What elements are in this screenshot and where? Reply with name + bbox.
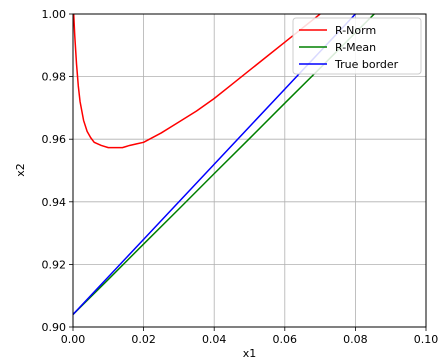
y-tick-label: 0.90 <box>42 321 67 334</box>
series-line-r-norm <box>73 14 321 149</box>
y-tick-label: 0.96 <box>42 133 67 146</box>
legend: R-Norm R-Mean True border <box>292 17 422 75</box>
y-tick-label: 0.92 <box>42 258 67 271</box>
y-tick-label: 1.00 <box>42 8 67 21</box>
y-tick-label: 0.98 <box>42 71 67 84</box>
x-tick-label: 0.08 <box>343 333 368 346</box>
x-tick-label: 0.00 <box>61 333 86 346</box>
x-axis-label: x1 <box>243 347 257 360</box>
legend-box <box>292 17 422 75</box>
y-tick-label: 0.94 <box>42 196 67 209</box>
legend-label-r-mean: R-Mean <box>335 41 376 54</box>
legend-label-true-border: True border <box>334 58 399 71</box>
x-tick-label: 0.02 <box>131 333 156 346</box>
ticks: 0.00 0.02 0.04 0.06 0.08 0.10 0.90 0.92 0.94 0.96… <box>42 8 439 346</box>
x-tick-label: 0.04 <box>202 333 227 346</box>
legend-label-r-norm: R-Norm <box>335 24 376 37</box>
x-tick-label: 0.10 <box>414 333 439 346</box>
x-tick-label: 0.06 <box>273 333 298 346</box>
plot-frame <box>72 13 427 328</box>
y-axis-label: x2 <box>14 163 27 177</box>
